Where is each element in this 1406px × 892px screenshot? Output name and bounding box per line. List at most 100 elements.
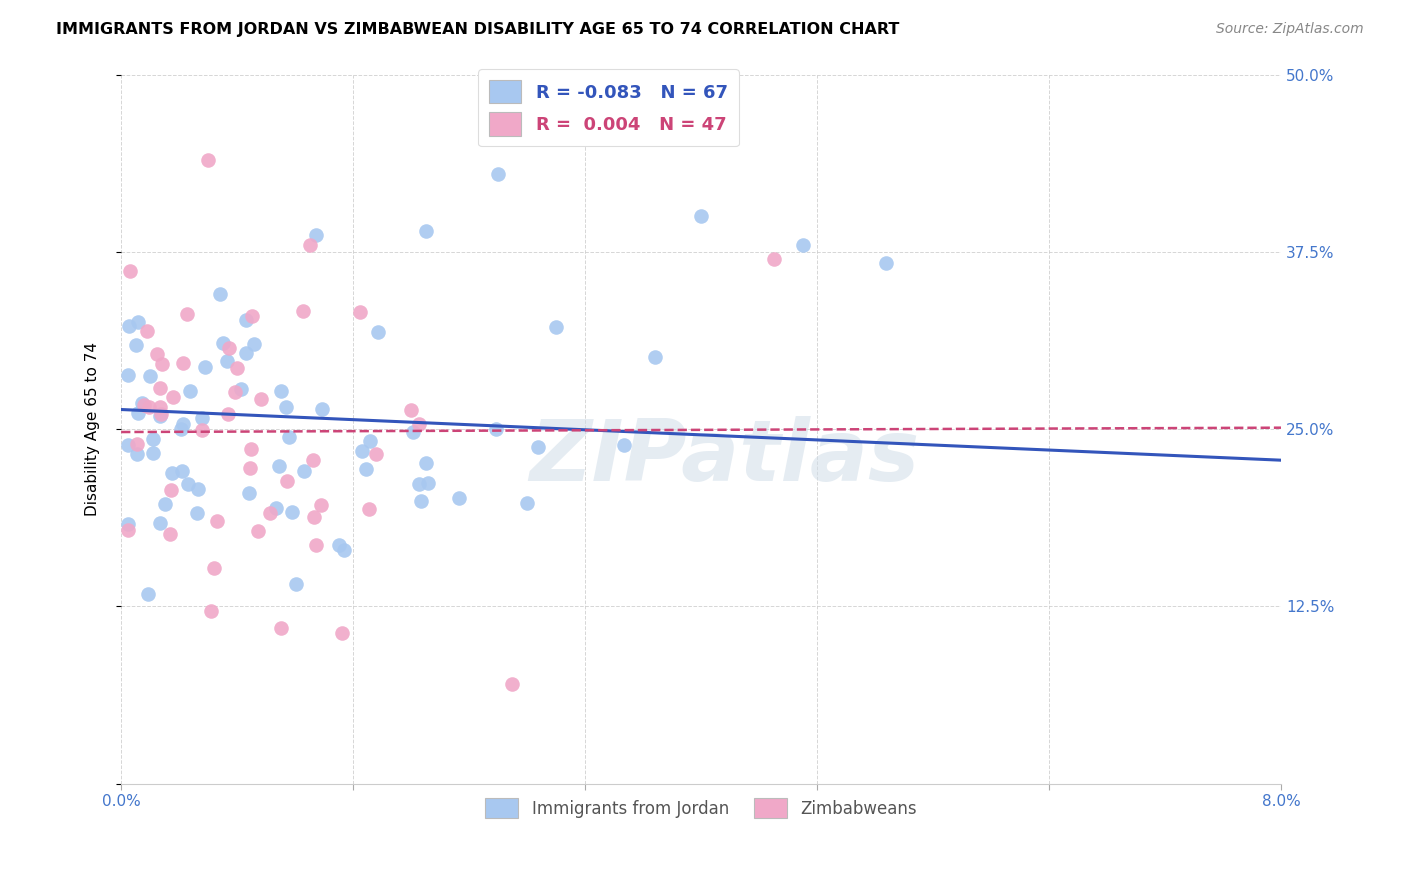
Point bbox=[350, 443, 373, 458]
Point bbox=[399, 403, 422, 417]
Point bbox=[486, 167, 509, 181]
Point bbox=[284, 577, 307, 591]
Point bbox=[179, 384, 201, 398]
Point bbox=[240, 309, 263, 323]
Point bbox=[240, 442, 263, 457]
Point bbox=[146, 347, 169, 361]
Point bbox=[200, 604, 222, 618]
Point bbox=[269, 459, 291, 474]
Point bbox=[155, 497, 177, 511]
Point bbox=[150, 407, 173, 421]
Point bbox=[148, 409, 170, 424]
Point bbox=[364, 447, 387, 461]
Point bbox=[117, 517, 139, 532]
Point bbox=[305, 228, 328, 243]
Point bbox=[613, 438, 636, 452]
Point bbox=[134, 398, 156, 412]
Point bbox=[259, 506, 281, 520]
Point bbox=[204, 561, 226, 575]
Point bbox=[359, 434, 381, 448]
Point bbox=[415, 456, 437, 470]
Point bbox=[401, 425, 423, 439]
Point bbox=[544, 320, 567, 334]
Point bbox=[194, 360, 217, 375]
Text: Source: ZipAtlas.com: Source: ZipAtlas.com bbox=[1216, 22, 1364, 37]
Point bbox=[302, 453, 325, 467]
Point bbox=[172, 356, 194, 370]
Point bbox=[127, 315, 149, 329]
Point bbox=[328, 538, 350, 552]
Point bbox=[449, 491, 471, 506]
Point bbox=[136, 587, 159, 601]
Point bbox=[526, 440, 548, 454]
Point bbox=[159, 527, 181, 541]
Point bbox=[516, 496, 538, 510]
Point bbox=[127, 447, 149, 461]
Point bbox=[354, 462, 377, 476]
Point bbox=[172, 464, 194, 478]
Point bbox=[209, 286, 232, 301]
Point bbox=[235, 345, 257, 359]
Point bbox=[197, 153, 219, 167]
Point bbox=[277, 430, 299, 444]
Point bbox=[217, 354, 239, 368]
Point bbox=[205, 514, 228, 528]
Point bbox=[186, 506, 208, 520]
Point bbox=[160, 466, 183, 480]
Point bbox=[135, 324, 157, 338]
Point bbox=[127, 406, 149, 420]
Point bbox=[408, 477, 430, 491]
Point bbox=[117, 368, 139, 382]
Point bbox=[142, 432, 165, 446]
Point bbox=[176, 307, 198, 321]
Point bbox=[138, 401, 160, 415]
Point bbox=[415, 223, 437, 237]
Point bbox=[127, 437, 149, 451]
Point bbox=[250, 392, 273, 406]
Point bbox=[485, 422, 508, 436]
Point bbox=[149, 516, 172, 531]
Point bbox=[150, 357, 173, 371]
Point bbox=[117, 438, 139, 452]
Point bbox=[418, 476, 440, 491]
Point bbox=[408, 417, 430, 431]
Point bbox=[302, 510, 325, 524]
Point bbox=[131, 396, 153, 410]
Point bbox=[117, 523, 139, 537]
Point bbox=[187, 482, 209, 496]
Point bbox=[266, 500, 288, 515]
Point bbox=[243, 337, 266, 351]
Point bbox=[292, 464, 315, 478]
Point bbox=[349, 305, 371, 319]
Text: ZIPatlas: ZIPatlas bbox=[529, 416, 920, 499]
Point bbox=[409, 494, 432, 508]
Point bbox=[875, 256, 897, 270]
Point bbox=[172, 417, 194, 431]
Point bbox=[226, 360, 249, 375]
Point bbox=[162, 390, 184, 404]
Point bbox=[138, 369, 160, 384]
Point bbox=[160, 483, 183, 498]
Point bbox=[281, 505, 304, 519]
Point bbox=[311, 402, 333, 417]
Point bbox=[191, 423, 214, 437]
Point bbox=[690, 210, 713, 224]
Point bbox=[270, 621, 292, 635]
Point bbox=[762, 252, 785, 266]
Point bbox=[367, 325, 389, 339]
Point bbox=[792, 237, 814, 252]
Point bbox=[270, 384, 292, 399]
Point bbox=[224, 384, 246, 399]
Point bbox=[309, 499, 332, 513]
Point bbox=[149, 380, 172, 394]
Point bbox=[305, 538, 328, 552]
Point bbox=[120, 264, 142, 278]
Point bbox=[247, 524, 270, 539]
Point bbox=[357, 502, 380, 516]
Point bbox=[211, 335, 233, 350]
Point bbox=[644, 351, 666, 365]
Point bbox=[333, 543, 356, 558]
Point bbox=[148, 401, 170, 415]
Point bbox=[239, 461, 262, 475]
Point bbox=[231, 382, 253, 396]
